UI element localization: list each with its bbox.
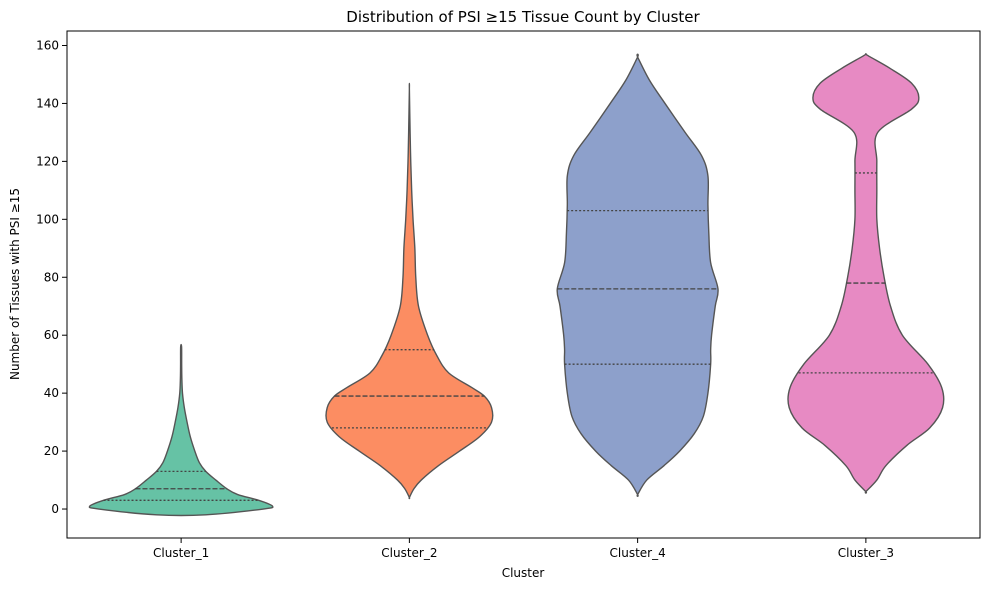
y-tick-label: 40 — [44, 386, 59, 400]
plot-frame — [66, 30, 981, 539]
violin-cluster-1 — [88, 343, 274, 517]
violin-cluster-3 — [787, 53, 945, 494]
y-tick-label: 140 — [36, 96, 59, 110]
x-axis: Cluster_1 Cluster_2 Cluster_4 Cluster_3 — [153, 538, 894, 560]
y-axis-label: Number of Tissues with PSI ≥15 — [8, 188, 22, 380]
y-tick-label: 120 — [36, 154, 59, 168]
x-axis-label: Cluster — [502, 566, 545, 580]
x-tick-label: Cluster_4 — [610, 546, 666, 560]
violin-cluster-2 — [325, 82, 494, 500]
x-tick-label: Cluster_3 — [838, 546, 894, 560]
x-tick-label: Cluster_2 — [381, 546, 437, 560]
y-tick-label: 60 — [44, 328, 59, 342]
y-tick-label: 80 — [44, 270, 59, 284]
y-tick-label: 0 — [51, 502, 59, 516]
y-tick-label: 160 — [36, 38, 59, 52]
y-tick-label: 20 — [44, 444, 59, 458]
violins-layer — [88, 53, 945, 517]
x-tick-label: Cluster_1 — [153, 546, 209, 560]
chart-title: Distribution of PSI ≥15 Tissue Count by … — [346, 8, 700, 26]
y-axis: 0 20 40 60 80 100 120 140 160 — [36, 38, 67, 516]
violin-cluster-4 — [556, 53, 719, 498]
y-tick-label: 100 — [36, 212, 59, 226]
